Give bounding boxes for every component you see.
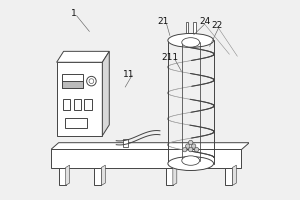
Text: 22: 22	[211, 21, 222, 30]
Bar	[166, 168, 173, 185]
Bar	[61, 81, 83, 88]
Circle shape	[186, 144, 190, 148]
Text: 211: 211	[161, 53, 178, 62]
Polygon shape	[102, 51, 109, 136]
Circle shape	[194, 147, 199, 152]
Polygon shape	[101, 165, 105, 185]
Circle shape	[188, 140, 193, 145]
Polygon shape	[57, 51, 109, 62]
Circle shape	[89, 79, 94, 84]
Bar	[94, 168, 101, 185]
Polygon shape	[66, 165, 70, 185]
Bar	[123, 139, 128, 147]
Ellipse shape	[182, 38, 200, 47]
Circle shape	[188, 147, 193, 152]
Polygon shape	[51, 143, 249, 150]
Ellipse shape	[168, 33, 214, 47]
Circle shape	[191, 144, 196, 148]
Circle shape	[87, 76, 96, 86]
Bar	[63, 99, 70, 110]
Bar	[64, 118, 87, 128]
Bar	[186, 22, 188, 41]
Circle shape	[183, 147, 187, 152]
Bar	[51, 149, 242, 168]
Bar	[74, 99, 81, 110]
Text: 1: 1	[71, 9, 76, 18]
Polygon shape	[173, 165, 177, 185]
Polygon shape	[232, 165, 236, 185]
Text: 24: 24	[199, 17, 210, 26]
Text: 11: 11	[123, 70, 135, 79]
Bar	[58, 168, 66, 185]
Bar	[85, 99, 92, 110]
Ellipse shape	[182, 156, 200, 165]
Bar	[57, 62, 102, 136]
Bar	[193, 22, 196, 41]
Text: 21: 21	[157, 17, 169, 26]
Ellipse shape	[168, 157, 214, 171]
Bar	[61, 74, 83, 88]
Bar	[226, 168, 232, 185]
